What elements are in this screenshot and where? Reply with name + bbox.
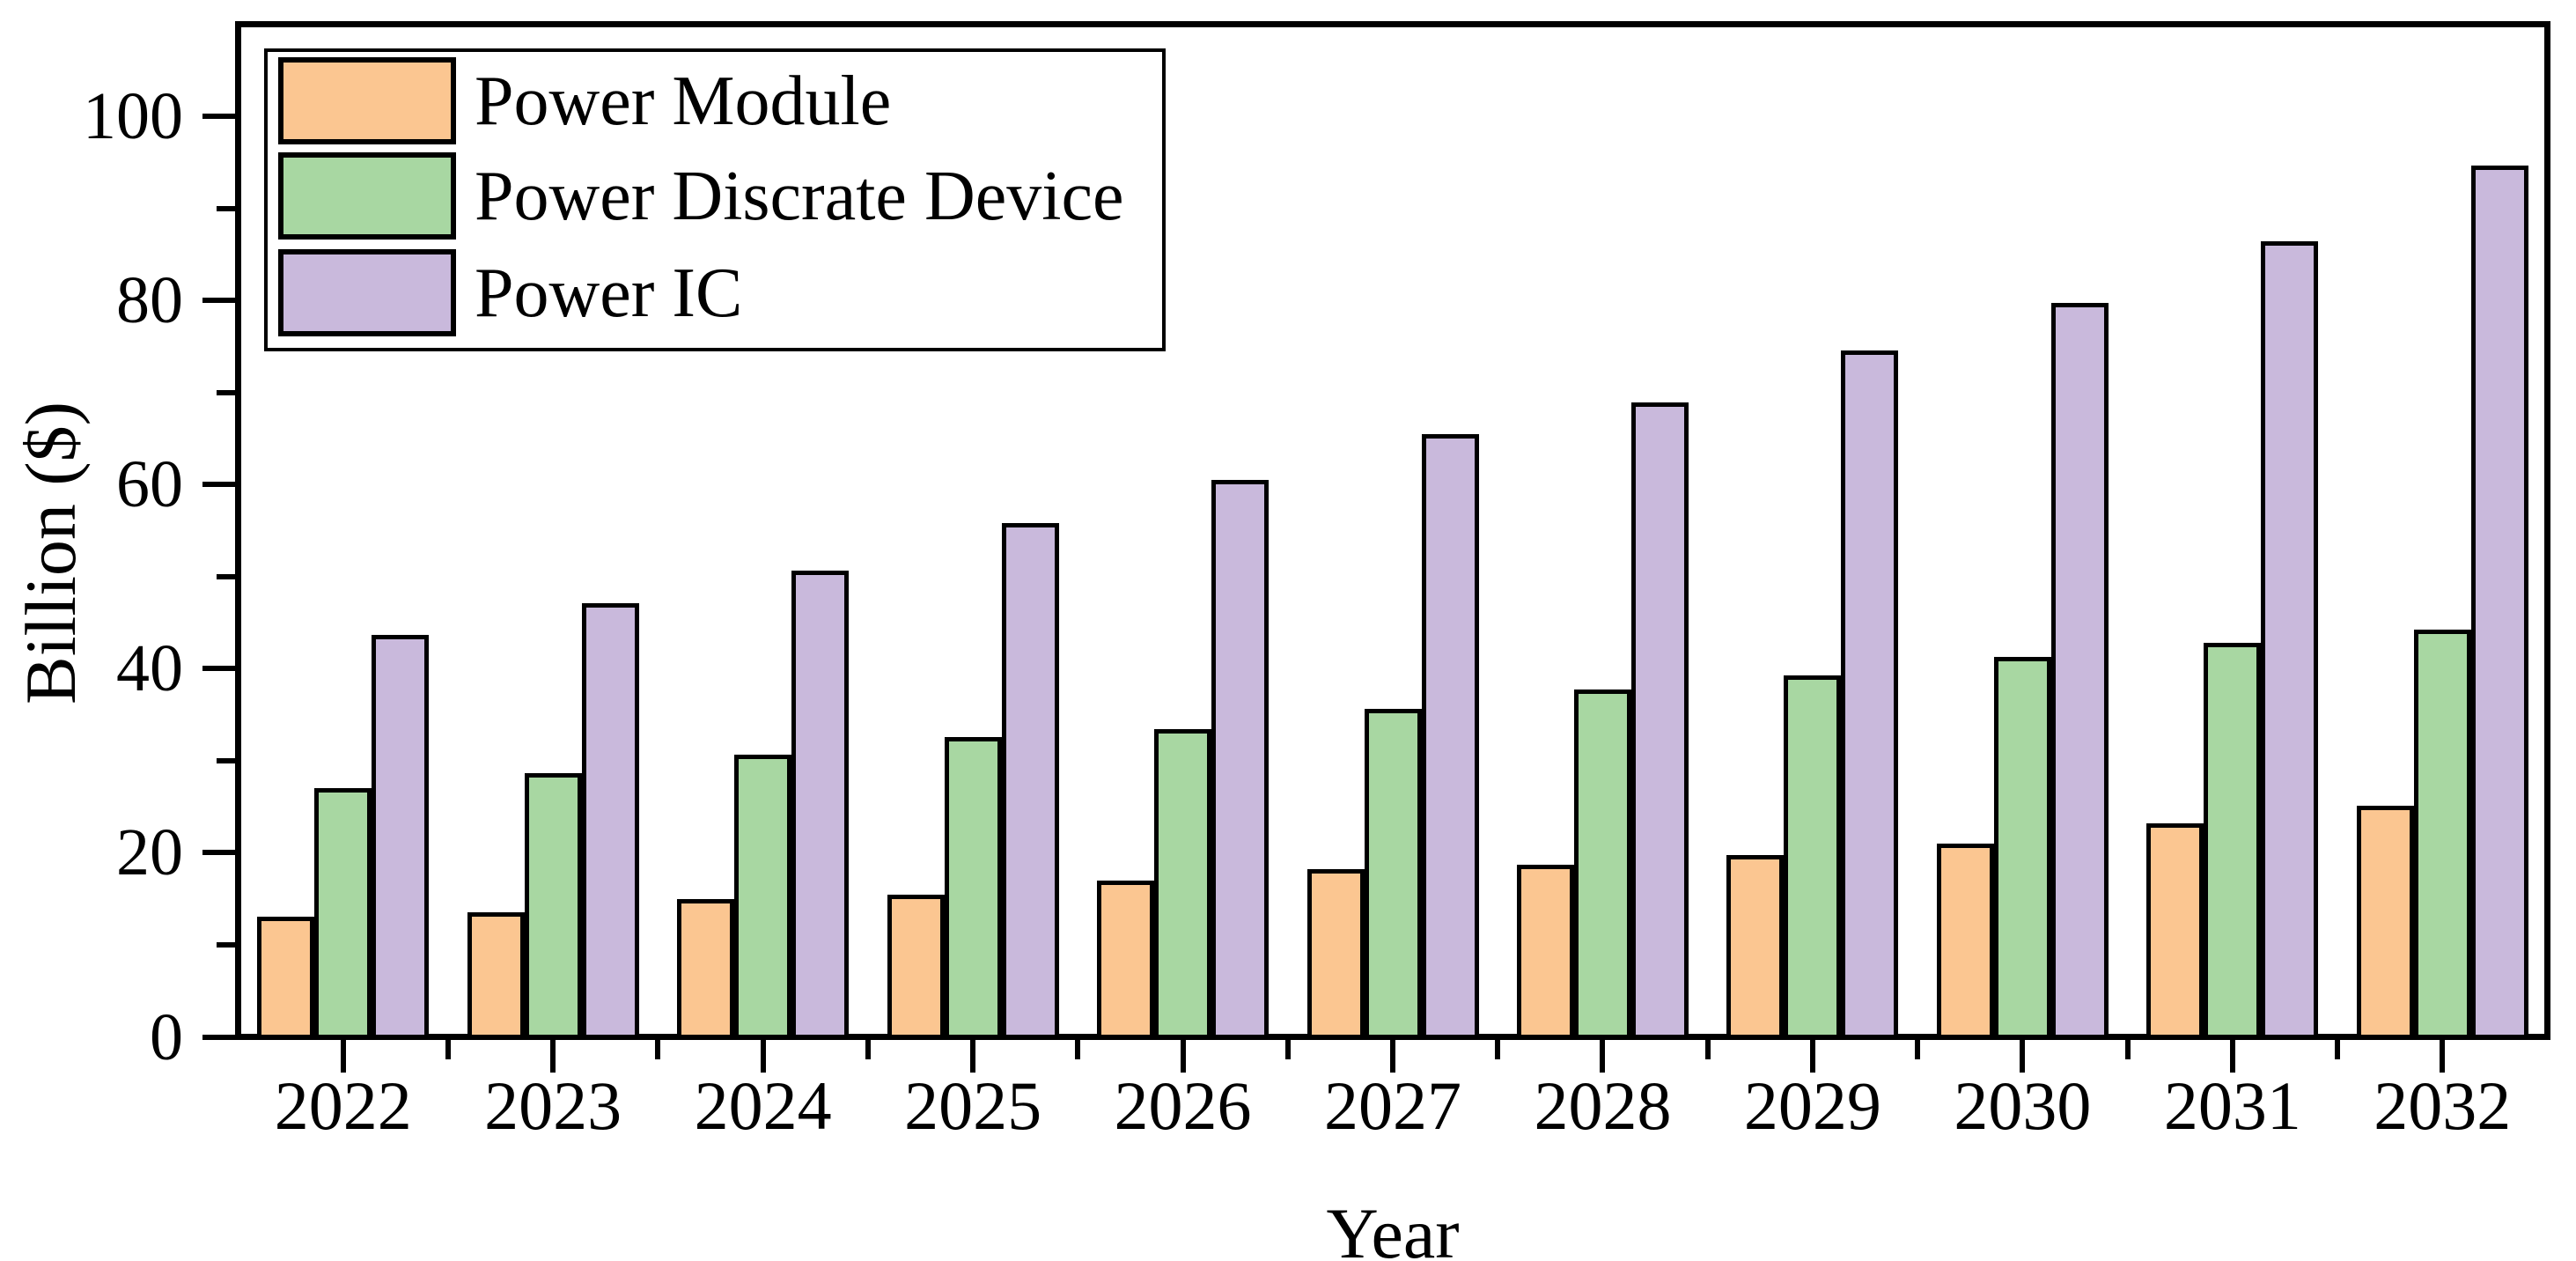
x-tick-label: 2029: [1743, 1067, 1881, 1144]
bar-power-ic-2027: [1421, 433, 1479, 1039]
legend-swatch-power-discrate-device: [278, 152, 456, 240]
x-major-tick: [760, 1040, 766, 1073]
x-major-tick: [1809, 1040, 1815, 1073]
x-minor-tick: [2124, 1040, 2131, 1059]
x-minor-tick: [1704, 1040, 1711, 1059]
y-minor-tick: [217, 757, 235, 763]
bar-power-module-2029: [1726, 854, 1785, 1039]
y-axis-title: Billion ($): [11, 402, 91, 704]
y-tick-label: 80: [116, 263, 183, 338]
bar-power-discrate-device-2029: [1784, 675, 1842, 1039]
legend-swatch-power-module: [278, 57, 456, 144]
x-axis-title: Year: [1326, 1193, 1460, 1261]
x-major-tick: [1180, 1040, 1186, 1073]
x-major-tick: [2229, 1040, 2235, 1073]
y-major-tick: [202, 114, 235, 120]
x-tick-label: 2024: [694, 1067, 832, 1144]
bar-power-module-2030: [1936, 843, 1994, 1039]
bar-power-discrate-device-2031: [2204, 642, 2262, 1039]
bar-power-ic-2025: [1001, 522, 1059, 1039]
x-minor-tick: [655, 1040, 661, 1059]
x-minor-tick: [865, 1040, 871, 1059]
x-tick-label: 2030: [1954, 1067, 2092, 1144]
y-major-tick: [202, 666, 235, 672]
y-minor-tick: [217, 941, 235, 948]
x-tick-label: 2026: [1114, 1067, 1252, 1144]
x-major-tick: [2440, 1040, 2446, 1073]
bar-power-ic-2030: [2050, 302, 2109, 1039]
bar-power-module-2026: [1097, 880, 1155, 1039]
bar-power-discrate-device-2022: [314, 787, 372, 1039]
y-major-tick: [202, 1034, 235, 1040]
y-tick-label: 40: [116, 631, 183, 706]
bar-power-ic-2023: [581, 602, 639, 1039]
legend-label-power-ic: Power IC: [475, 254, 743, 332]
y-tick-label: 100: [83, 79, 183, 154]
x-tick-label: 2025: [904, 1067, 1042, 1144]
y-tick-label: 60: [116, 447, 183, 522]
bar-power-ic-2024: [791, 570, 850, 1039]
x-minor-tick: [1495, 1040, 1501, 1059]
x-major-tick: [1390, 1040, 1395, 1073]
x-major-tick: [2020, 1040, 2026, 1073]
y-major-tick: [202, 298, 235, 304]
y-major-tick: [202, 482, 235, 488]
bar-power-ic-2032: [2470, 165, 2528, 1039]
x-tick-label: 2023: [484, 1067, 622, 1144]
x-major-tick: [340, 1040, 346, 1073]
bar-power-module-2023: [467, 911, 525, 1039]
x-minor-tick: [2335, 1040, 2341, 1059]
bar-power-module-2025: [887, 894, 945, 1039]
x-major-tick: [1600, 1040, 1606, 1073]
bar-power-module-2031: [2146, 822, 2204, 1039]
legend-label-power-discrate-device: Power Discrate Device: [475, 157, 1124, 235]
x-major-tick: [970, 1040, 976, 1073]
bar-power-module-2024: [677, 898, 735, 1039]
bar-power-ic-2028: [1630, 402, 1689, 1039]
y-tick-label: 0: [150, 999, 183, 1074]
y-tick-label: 20: [116, 815, 183, 890]
x-tick-label: 2022: [274, 1067, 412, 1144]
x-minor-tick: [1075, 1040, 1081, 1059]
x-major-tick: [550, 1040, 556, 1073]
bar-power-module-2022: [257, 916, 315, 1039]
bar-power-ic-2026: [1211, 479, 1270, 1039]
legend-swatch-power-ic: [278, 249, 456, 336]
x-minor-tick: [1284, 1040, 1291, 1059]
x-tick-label: 2028: [1534, 1067, 1672, 1144]
bar-power-ic-2029: [1841, 350, 1899, 1039]
bar-power-module-2032: [2356, 805, 2414, 1039]
legend-box: Power Module Power Discrate Device Power I…: [264, 48, 1166, 351]
bar-power-discrate-device-2032: [2413, 629, 2471, 1039]
bar-power-discrate-device-2030: [1993, 656, 2051, 1039]
legend-label-power-module: Power Module: [475, 62, 892, 140]
y-minor-tick: [217, 389, 235, 395]
bar-power-module-2027: [1306, 868, 1365, 1039]
x-tick-label: 2031: [2163, 1067, 2301, 1144]
bar-power-discrate-device-2024: [734, 754, 792, 1039]
x-minor-tick: [1915, 1040, 1921, 1059]
bar-power-ic-2022: [372, 634, 430, 1039]
x-minor-tick: [445, 1040, 451, 1059]
bar-power-discrate-device-2025: [944, 736, 1002, 1039]
bar-power-discrate-device-2027: [1364, 708, 1422, 1039]
x-tick-label: 2027: [1324, 1067, 1461, 1144]
y-major-tick: [202, 850, 235, 856]
bar-power-discrate-device-2026: [1154, 728, 1212, 1039]
bar-power-ic-2031: [2261, 240, 2319, 1039]
bar-power-module-2028: [1516, 864, 1574, 1039]
y-minor-tick: [217, 573, 235, 579]
bar-power-discrate-device-2028: [1573, 689, 1631, 1039]
bar-power-discrate-device-2023: [524, 772, 582, 1039]
x-tick-label: 2032: [2374, 1067, 2512, 1144]
y-minor-tick: [217, 205, 235, 211]
